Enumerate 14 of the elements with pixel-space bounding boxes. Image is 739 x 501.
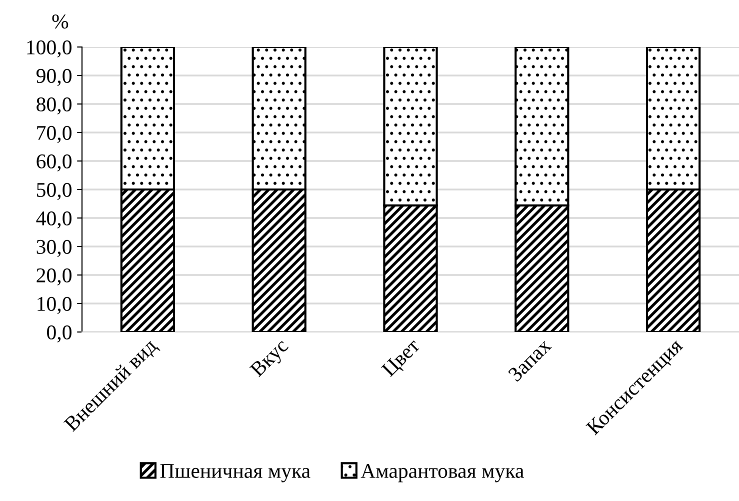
y-tick-label: 0,0 [47,325,72,342]
y-tick-label: 10,0 [38,296,72,314]
y-axis-title: % [52,14,68,29]
y-tick-label: 50,0 [37,182,72,200]
y-tick-label: 100,0 [27,40,72,58]
y-tick-label: 70,0 [37,126,72,143]
y-tick-label: 60,0 [36,154,72,172]
y-tick-label: 20,0 [36,268,72,286]
y-tick-label: 80,0 [36,97,72,114]
legend-label: Амарантовая мука [360,464,524,482]
y-tick-label: 30,0 [36,240,72,257]
y-tick-label: 90,0 [36,68,72,86]
legend-label: Пшеничная мука [160,464,310,482]
y-tick-label: 40,0 [36,211,72,228]
